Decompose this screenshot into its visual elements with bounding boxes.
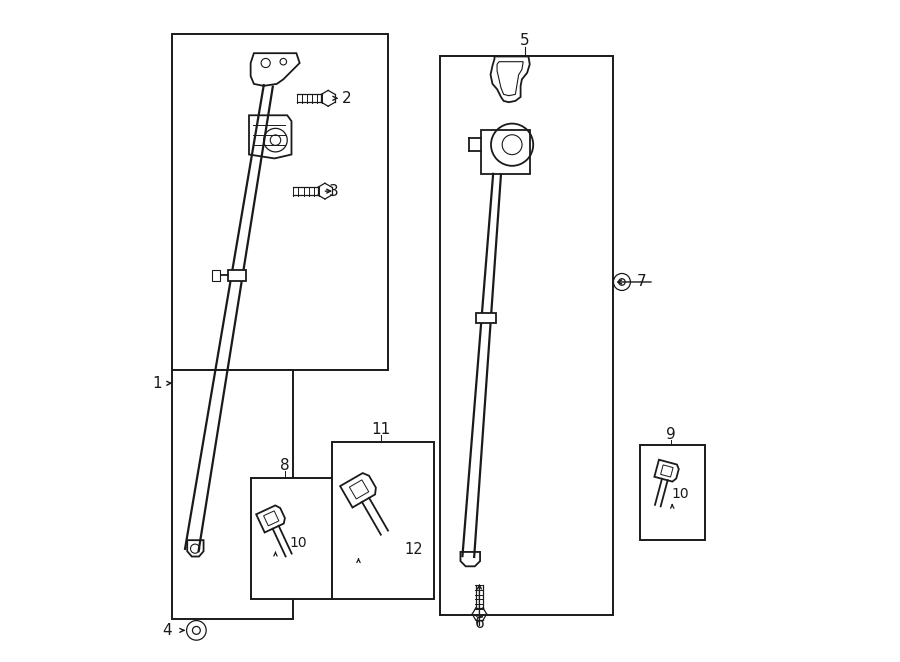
Text: 10: 10 bbox=[670, 487, 688, 501]
Text: 9: 9 bbox=[666, 427, 676, 442]
Text: 1: 1 bbox=[152, 376, 162, 391]
Bar bbox=[228, 269, 247, 281]
Bar bbox=[212, 270, 220, 281]
Text: 11: 11 bbox=[372, 422, 391, 436]
Bar bbox=[172, 34, 388, 370]
Text: 5: 5 bbox=[520, 32, 530, 48]
Text: 8: 8 bbox=[281, 457, 290, 473]
Text: 7: 7 bbox=[636, 275, 646, 289]
Bar bbox=[481, 130, 530, 174]
Bar bbox=[476, 312, 496, 323]
Text: 3: 3 bbox=[329, 183, 338, 199]
Text: 10: 10 bbox=[290, 536, 307, 550]
Text: 12: 12 bbox=[404, 542, 423, 557]
Text: 2: 2 bbox=[342, 91, 352, 106]
Bar bbox=[640, 446, 705, 540]
Bar bbox=[332, 442, 434, 599]
Bar bbox=[440, 56, 614, 616]
Text: 4: 4 bbox=[163, 623, 172, 638]
Bar bbox=[172, 370, 293, 618]
Text: 6: 6 bbox=[475, 616, 485, 632]
Bar bbox=[250, 478, 332, 599]
